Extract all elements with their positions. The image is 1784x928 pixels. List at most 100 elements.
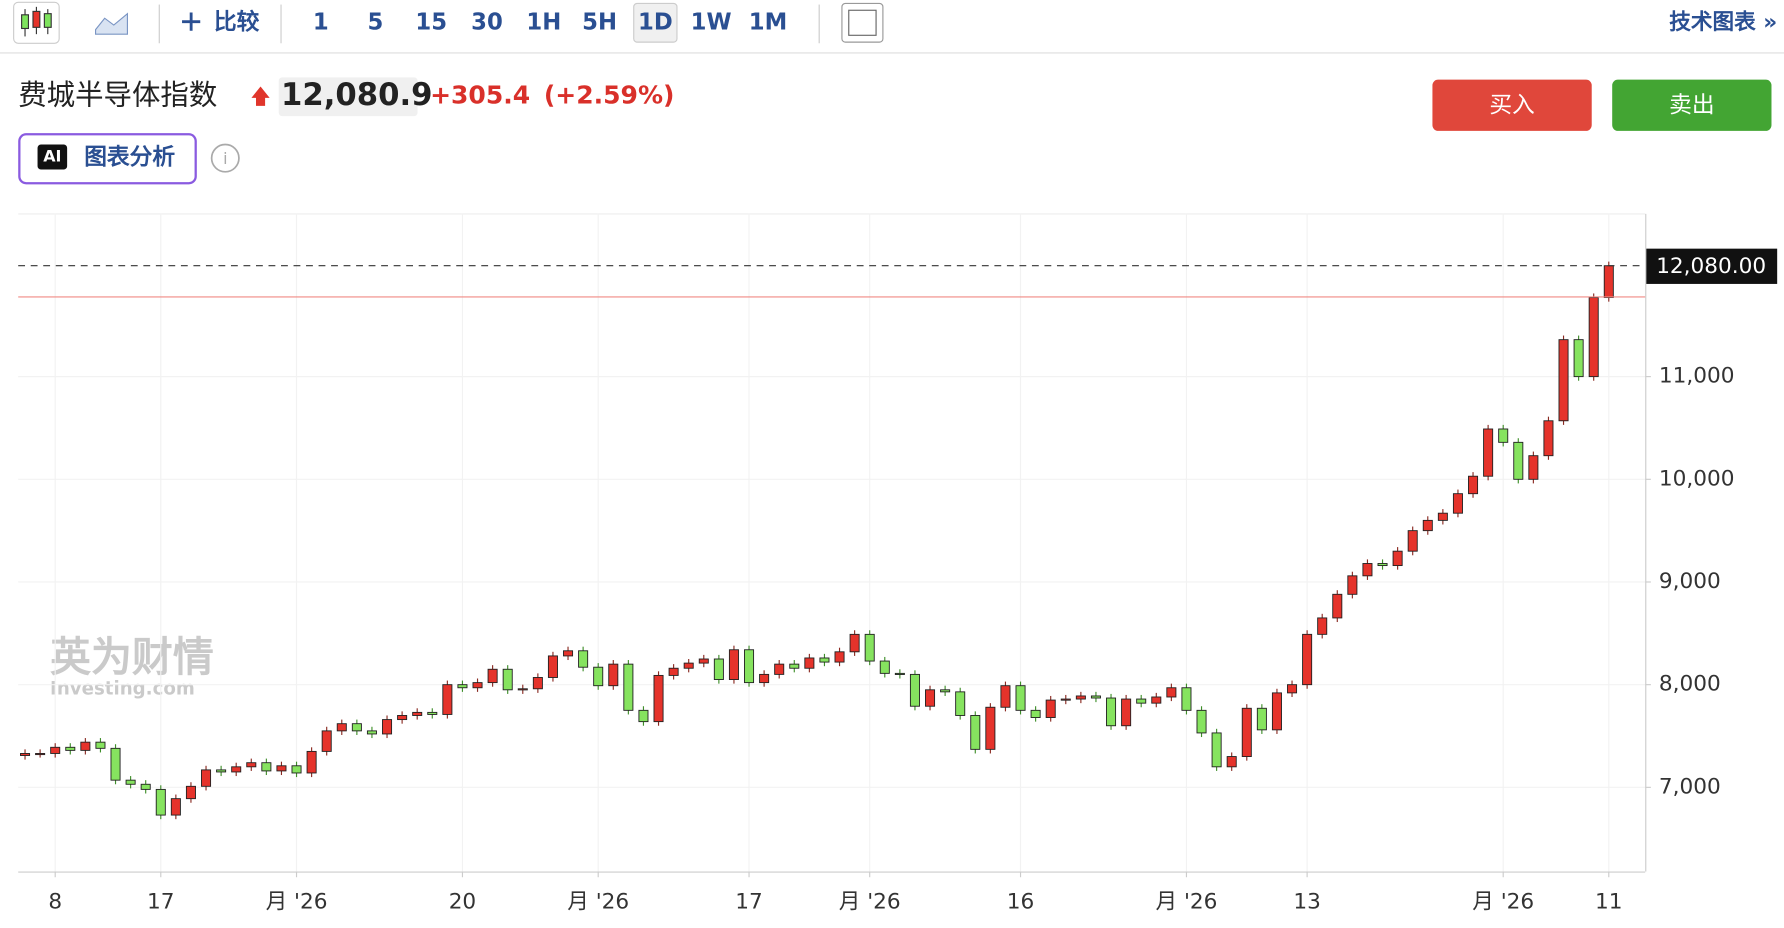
candle-body	[1287, 684, 1298, 694]
interval-button[interactable]: 1M	[749, 9, 787, 35]
candle-body	[125, 779, 136, 785]
candle-body	[804, 657, 815, 669]
candle-body	[1407, 530, 1418, 552]
x-tick-label: 20	[449, 889, 477, 914]
x-tick-label: 17	[735, 889, 763, 914]
candle-body	[412, 711, 423, 716]
candle-glyph	[43, 13, 52, 28]
candle-body	[231, 766, 242, 773]
candle-body	[638, 709, 649, 723]
candle-body	[894, 672, 905, 675]
candle-body	[1090, 695, 1101, 699]
candle-body	[1075, 695, 1086, 700]
candle-body	[517, 688, 528, 691]
candle-body	[925, 689, 936, 707]
candle-body	[728, 649, 739, 680]
candle-body	[1437, 512, 1448, 521]
buy-button[interactable]	[1432, 79, 1592, 131]
price-bg	[278, 77, 418, 117]
candle-body	[608, 663, 619, 687]
candle-body	[110, 747, 121, 781]
change-pct: (+2.59%)	[544, 81, 675, 110]
x-tick-label: 月 '26	[1155, 889, 1217, 914]
interval-button[interactable]: 5	[368, 9, 384, 35]
interval-button[interactable]: 30	[471, 9, 503, 35]
x-tick-label: 月 '26	[567, 889, 629, 914]
candle-body	[668, 667, 679, 676]
candle-body	[970, 715, 981, 750]
info-icon[interactable]	[210, 143, 240, 173]
candle-body	[1317, 617, 1328, 635]
interval-button[interactable]: 1W	[691, 9, 732, 35]
y-tick-label: 9,000	[1659, 569, 1721, 594]
candle-body	[547, 655, 558, 678]
ai-badge: AI	[43, 147, 61, 166]
interval-selected-bg	[633, 2, 678, 43]
interval-button[interactable]: 15	[415, 9, 447, 35]
ai-badge-bg	[37, 144, 68, 170]
candle-body	[80, 741, 91, 751]
candle-body	[366, 730, 377, 735]
layout-icon[interactable]	[841, 2, 884, 43]
candle-body	[713, 658, 724, 680]
candle-body	[216, 769, 227, 773]
candle-body	[774, 663, 785, 675]
candle-body	[1347, 575, 1358, 595]
interval-button[interactable]: 1H	[526, 9, 561, 35]
candle-body	[1422, 519, 1433, 532]
candle-body	[1483, 428, 1494, 477]
candle-body	[502, 668, 513, 691]
candle-body	[1271, 692, 1282, 731]
candle-glyph	[21, 14, 30, 30]
ai-label: 图表分析	[84, 145, 175, 171]
intervals: 1 5 15 30 1H 5H 1D 1W 1M	[313, 2, 787, 43]
candle-body	[1211, 732, 1222, 768]
candle-body	[879, 660, 890, 674]
candle-body	[593, 666, 604, 687]
candle-body	[1392, 550, 1403, 567]
sell-label: 卖出	[1669, 92, 1715, 118]
last-price-label: 12,080.00	[1656, 254, 1766, 279]
candle-body	[1498, 428, 1509, 443]
interval-button[interactable]: 1	[313, 9, 329, 35]
area-icon[interactable]	[95, 12, 128, 35]
sell-button[interactable]	[1612, 79, 1772, 131]
candle-body	[1573, 339, 1584, 378]
x-tick-label: 月 '26	[1472, 889, 1534, 914]
candle-body	[819, 657, 830, 663]
price: 12,080.9	[281, 77, 433, 113]
buy-label: 买入	[1489, 92, 1535, 118]
candle-body	[472, 682, 483, 689]
candle-body	[1241, 707, 1252, 758]
candle-body	[1045, 699, 1056, 718]
candle-body	[985, 706, 996, 750]
candle-body	[246, 762, 257, 768]
candle-body	[1603, 265, 1614, 299]
plus-icon	[182, 12, 201, 31]
candle-body	[397, 715, 408, 721]
interval-button[interactable]: 1D	[638, 9, 673, 35]
candle-body	[1121, 698, 1132, 727]
candle-body	[442, 684, 453, 715]
watermark-sub: Investing.com	[50, 679, 195, 700]
tech-chart-link[interactable]: 技术图表 »	[1669, 10, 1777, 35]
candle-body	[65, 746, 76, 751]
candle-body	[276, 765, 287, 772]
candle-body	[1452, 493, 1463, 514]
candle-body	[909, 673, 920, 707]
title: 费城半导体指数	[18, 79, 217, 112]
candle-body	[1302, 633, 1313, 686]
compare-button[interactable]: 比较	[214, 8, 260, 35]
candle-body	[291, 765, 302, 774]
x-tick-label: 13	[1293, 889, 1321, 914]
candle-body	[170, 798, 181, 816]
watermark: 英为财情	[50, 633, 214, 681]
candle-body	[1377, 563, 1388, 567]
interval-button[interactable]: 5H	[582, 9, 617, 35]
y-tick-label: 11,000	[1659, 364, 1735, 389]
toolbar: 比较 1 5 15 30 1H 5H 1D 1W 1M 技术图表 »	[0, 1, 1784, 54]
change: +305.4	[430, 81, 530, 110]
candle-body	[1060, 698, 1071, 701]
